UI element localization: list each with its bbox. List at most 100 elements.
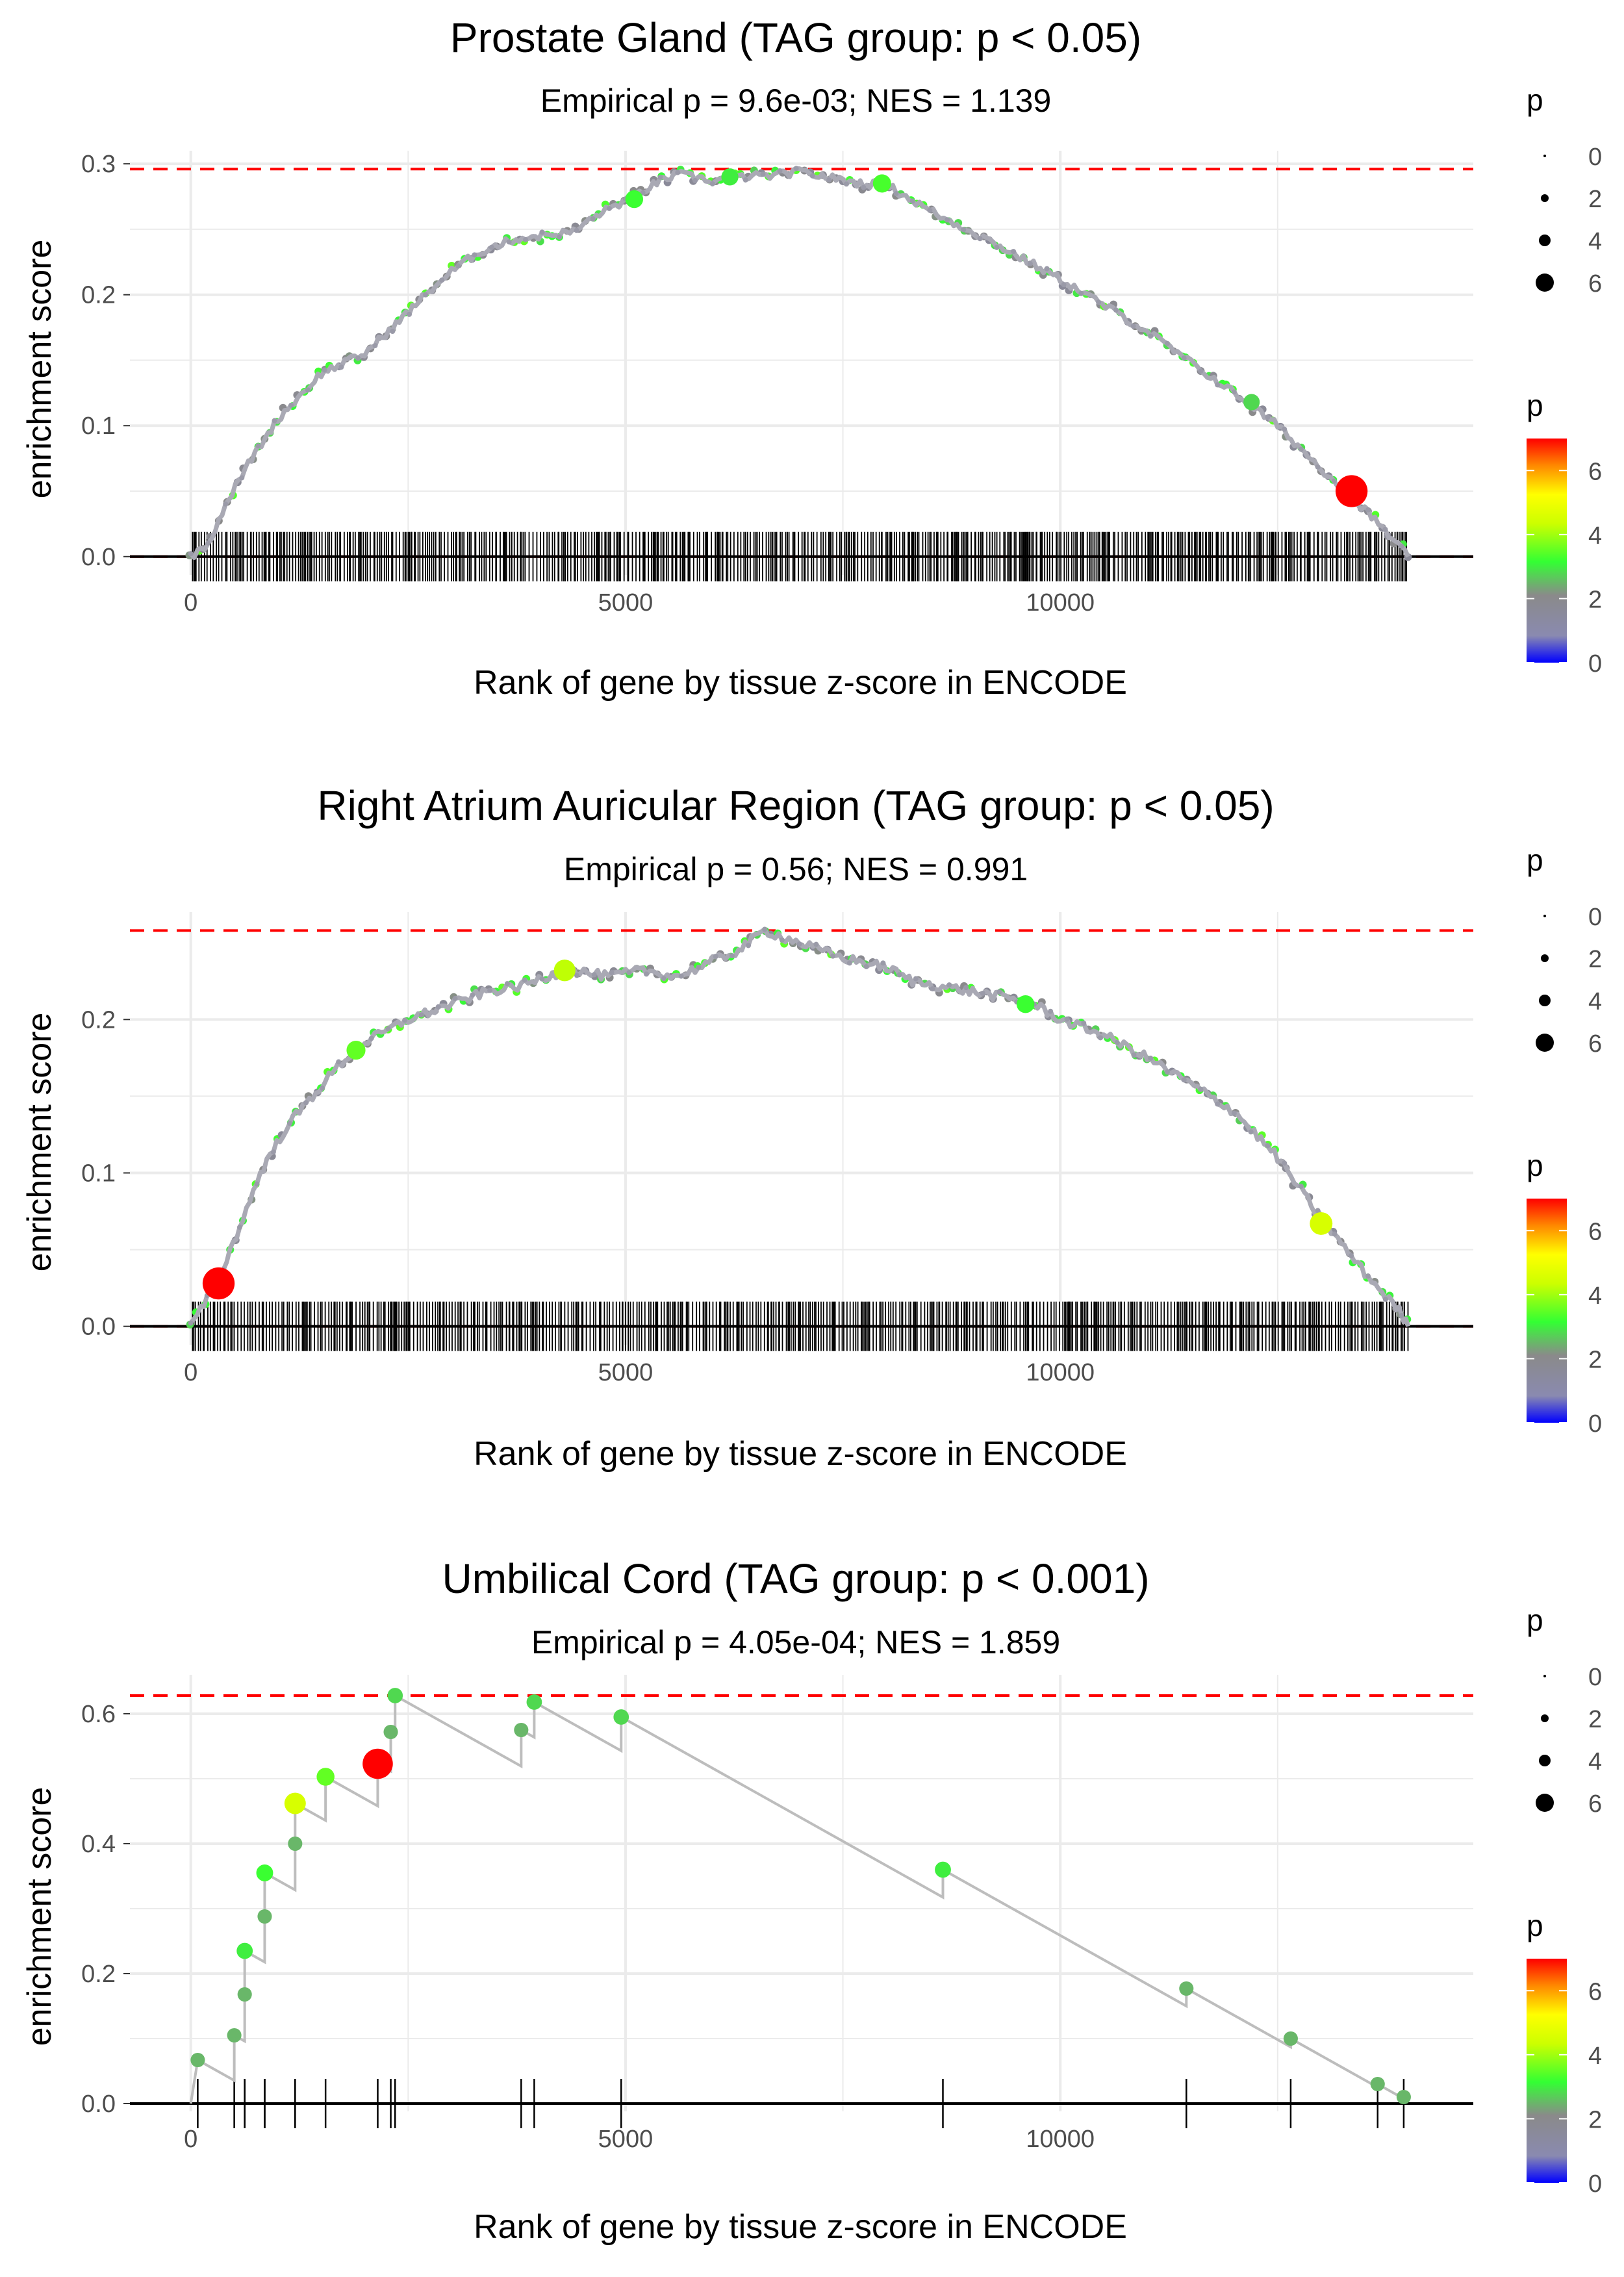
es-point [205,540,211,546]
es-point [713,954,718,960]
es-point [504,981,510,987]
hit-point [526,1694,542,1710]
color-legend-label: 4 [1588,2042,1602,2070]
es-point [1298,1184,1304,1189]
x-tick-label: 5000 [598,1359,653,1386]
y-axis-label: enrichment score [21,1013,58,1272]
es-point [640,190,646,196]
es-point [320,1085,325,1091]
size-legend-label: 0 [1588,1664,1602,1691]
size-legend-key [1539,235,1551,246]
hit-point [387,1688,403,1703]
y-tick-label: 0.2 [81,1961,116,1988]
y-tick-label: 0.0 [81,544,116,571]
es-point [1198,368,1204,374]
color-legend-label: 4 [1588,1282,1602,1310]
es-point [1164,1069,1170,1075]
es-curve [189,166,1410,560]
y-tick-label: 0.3 [81,151,116,178]
highlight-point [553,960,576,982]
hit-point [237,1987,252,2002]
highlight-point [1335,475,1368,507]
es-point [946,982,952,988]
y-tick-label: 0.1 [81,1160,116,1187]
es-point [1148,333,1154,339]
es-point [1215,1101,1221,1107]
es-point [977,236,983,242]
size-legend-key [1541,194,1549,202]
hit-point [514,1722,529,1738]
es-point [1382,1296,1388,1302]
es-point [1114,1039,1120,1045]
es-point [963,985,969,991]
es-point [675,170,681,175]
es-point [1231,389,1237,395]
size-legend-key [1543,155,1546,157]
hit-point [190,2052,205,2068]
size-legend-label: 4 [1588,228,1602,255]
es-point [406,311,412,317]
es-point [452,996,458,1002]
es-point [270,1149,276,1155]
size-legend-label: 4 [1588,1748,1602,1775]
x-tick-label: 5000 [598,2126,653,2153]
es-point [1181,1077,1187,1083]
es-point [385,1026,391,1032]
es-point [303,1100,309,1106]
es-point [692,178,698,184]
highlight-point [625,190,644,209]
highlight-point [346,1040,366,1060]
x-tick-label: 10000 [1026,2126,1095,2153]
es-point [322,367,327,373]
size-legend-label: 2 [1588,1706,1602,1733]
es-point [1332,1231,1338,1237]
chart-subtitle: Empirical p = 0.56; NES = 0.991 [564,851,1028,887]
hit-point [613,1709,629,1725]
es-point [390,329,396,335]
es-point [336,1059,342,1065]
es-point [994,244,1000,250]
es-point [574,227,579,233]
es-point [539,229,545,235]
hit-point [935,1861,951,1878]
size-legend-label: 6 [1588,1030,1602,1058]
es-point [644,971,650,977]
es-point [418,1012,424,1018]
size-legend-key [1541,1714,1549,1722]
size-legend-label: 6 [1588,1790,1602,1818]
es-point [288,402,294,408]
plot-area: 0 5000 10000 0.0 0.1 0.2 [81,912,1473,1386]
color-legend-title: p [1527,388,1543,422]
es-point [1399,543,1404,549]
es-point [557,234,563,240]
y-tick-label: 0.1 [81,413,116,440]
x-tick-label: 10000 [1026,589,1095,617]
es-point [961,227,967,233]
es-point [506,239,512,245]
es-point [254,1181,260,1187]
es-point [678,973,684,979]
highlight-point [1243,394,1260,411]
legend: p 0 2 4 6 p 0 2 4 6 [1527,843,1602,1438]
es-point [930,986,935,992]
es-point [1265,1143,1271,1149]
es-point [1315,464,1321,470]
es-point [239,475,245,481]
x-axis-label: Rank of gene by tissue z-score in ENCODE [474,664,1127,702]
es-point [1097,1035,1103,1041]
es-point [909,198,915,204]
es-point [368,1036,374,1041]
x-tick-label: 10000 [1026,1359,1095,1386]
es-point [779,937,785,943]
es-point [522,977,527,983]
es-point [223,501,229,507]
y-tick-label: 0.0 [81,2091,116,2118]
es-point [236,1225,242,1230]
color-legend-label: 6 [1588,458,1602,485]
es-point [661,976,666,982]
x-tick-label: 0 [184,589,197,617]
es-point [455,263,461,269]
hit-point [288,1836,303,1851]
highlight-point [1310,1212,1333,1235]
es-point [606,205,612,211]
